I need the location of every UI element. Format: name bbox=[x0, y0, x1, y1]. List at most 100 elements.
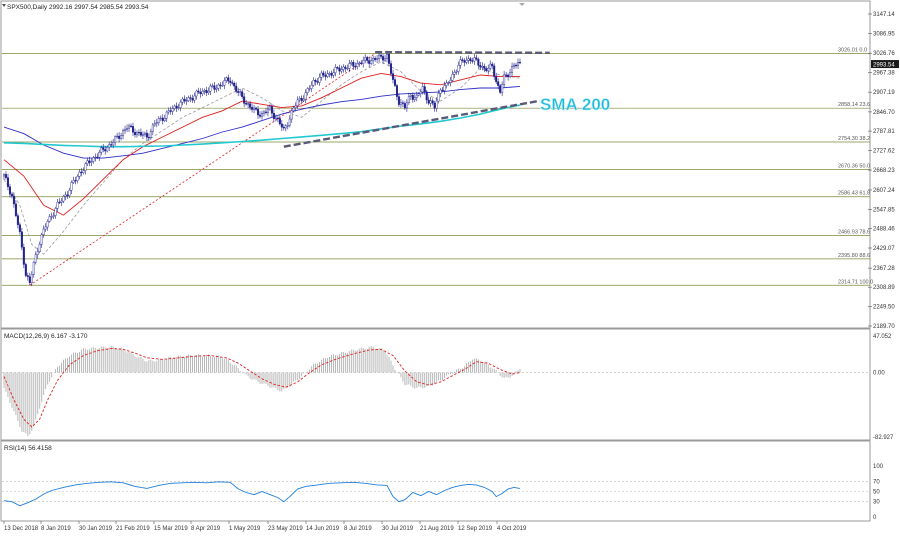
time-tick-label: 15 Mar 2019 bbox=[154, 526, 188, 532]
candle-body bbox=[118, 135, 121, 139]
candle-body bbox=[362, 60, 365, 64]
candle-body bbox=[14, 203, 17, 216]
candle-body bbox=[447, 82, 450, 84]
candle-body bbox=[209, 85, 212, 92]
candle-body bbox=[108, 144, 111, 148]
fibonacci-levels: 3026.01 0.0 2858.14 23.6 2754.30 38.2 2670.… bbox=[2, 47, 873, 286]
candle-body bbox=[6, 177, 9, 187]
candle-body bbox=[74, 180, 77, 182]
candle-body bbox=[376, 58, 379, 60]
candle-body bbox=[10, 194, 13, 197]
candle-body bbox=[467, 58, 470, 61]
candle-body bbox=[80, 171, 83, 174]
candle-body bbox=[459, 59, 462, 66]
candle-body bbox=[122, 130, 125, 136]
candle-body bbox=[231, 82, 234, 84]
candle-body bbox=[388, 53, 391, 64]
time-tick-label: 30 Jul 2019 bbox=[382, 526, 414, 532]
candle-body bbox=[425, 91, 428, 101]
time-tick-label: 30 Jan 2019 bbox=[79, 526, 113, 532]
candle-body bbox=[354, 66, 357, 68]
candle-body bbox=[82, 170, 85, 173]
candle-body bbox=[104, 149, 107, 152]
candle-body bbox=[401, 102, 404, 104]
candle-body bbox=[141, 134, 144, 136]
candle-body bbox=[215, 88, 218, 90]
time-tick-label: 4 Oct 2019 bbox=[497, 526, 527, 532]
candle-body bbox=[320, 72, 323, 78]
candle-body bbox=[274, 117, 277, 119]
candle-body bbox=[449, 79, 452, 83]
candle-body bbox=[493, 65, 496, 77]
candle-body bbox=[286, 125, 289, 127]
candle-body bbox=[427, 99, 430, 104]
candle-body bbox=[503, 74, 506, 85]
candle-body bbox=[167, 110, 170, 113]
candle-body bbox=[344, 66, 347, 69]
candle-body bbox=[48, 216, 51, 222]
candle-body bbox=[213, 85, 216, 90]
candle-body bbox=[217, 84, 220, 89]
candle-body bbox=[431, 100, 434, 104]
candle-body bbox=[312, 80, 315, 86]
candle-body bbox=[135, 132, 138, 136]
candle-body bbox=[403, 103, 406, 109]
candle-body bbox=[20, 231, 23, 248]
sma-200-line bbox=[3, 104, 521, 148]
scroll-marker-icon[interactable] bbox=[519, 3, 525, 6]
macd-tick-label: 47.052 bbox=[873, 334, 892, 340]
candle-body bbox=[128, 125, 131, 129]
candle-body bbox=[169, 110, 172, 112]
time-tick-label: 21 Feb 2019 bbox=[116, 526, 150, 532]
candle-body bbox=[46, 221, 49, 228]
candle-body bbox=[374, 58, 377, 60]
candle-body bbox=[306, 88, 309, 93]
candle-body bbox=[78, 171, 81, 177]
candle-body bbox=[395, 85, 398, 97]
candle-body bbox=[509, 72, 512, 78]
candle-body bbox=[199, 91, 202, 95]
candle-body bbox=[391, 73, 394, 80]
candle-body bbox=[266, 108, 269, 113]
candle-body bbox=[139, 132, 142, 136]
candle-body bbox=[423, 86, 426, 92]
candle-body bbox=[417, 93, 420, 96]
candle-body bbox=[96, 156, 99, 159]
time-axis: 13 Dec 2018 8 Jan 2019 30 Jan 2019 21 Feb 2… bbox=[3, 521, 527, 532]
candle-body bbox=[268, 106, 271, 110]
candle-body bbox=[22, 246, 25, 265]
candle-body bbox=[249, 103, 252, 108]
candle-body bbox=[229, 80, 232, 83]
candle-body bbox=[131, 126, 134, 133]
candle-body bbox=[124, 129, 127, 131]
candle-body bbox=[195, 90, 198, 97]
candle-body bbox=[407, 96, 410, 104]
candle-body bbox=[36, 251, 39, 256]
candle-body bbox=[491, 63, 494, 67]
rsi-panel-frame bbox=[0, 440, 871, 522]
symbol-header: SPX500,Daily 2992.16 2997.54 2985.54 299… bbox=[7, 4, 149, 11]
macd-signal-line bbox=[3, 348, 521, 428]
price-axis: 3147.14 3086.95 3026.76 2967.38 2907.19 2846.… bbox=[868, 12, 899, 330]
candle-body bbox=[157, 118, 160, 123]
price-tick-label: 2967.38 bbox=[873, 71, 895, 77]
candle-body bbox=[443, 85, 446, 91]
candle-body bbox=[191, 98, 194, 101]
time-tick-label: 8 Apr 2019 bbox=[191, 526, 221, 532]
candle-body bbox=[475, 57, 478, 60]
candle-body bbox=[114, 136, 117, 143]
candle-body bbox=[419, 91, 422, 94]
time-tick-label: 21 Aug 2019 bbox=[420, 526, 454, 532]
candle-body bbox=[94, 156, 97, 159]
price-tick-label: 2429.07 bbox=[873, 246, 895, 252]
macd-panel-frame bbox=[0, 328, 871, 441]
sma-200-annotation: SMA 200 bbox=[540, 95, 610, 114]
header-triangle-icon[interactable] bbox=[2, 4, 6, 7]
candle-body bbox=[151, 124, 154, 132]
candle-body bbox=[102, 147, 105, 150]
fibonacci-base-line bbox=[29, 53, 376, 286]
candle-body bbox=[12, 195, 15, 205]
moving-averages bbox=[3, 61, 521, 255]
candle-body bbox=[421, 86, 424, 93]
candle-body bbox=[26, 275, 29, 277]
